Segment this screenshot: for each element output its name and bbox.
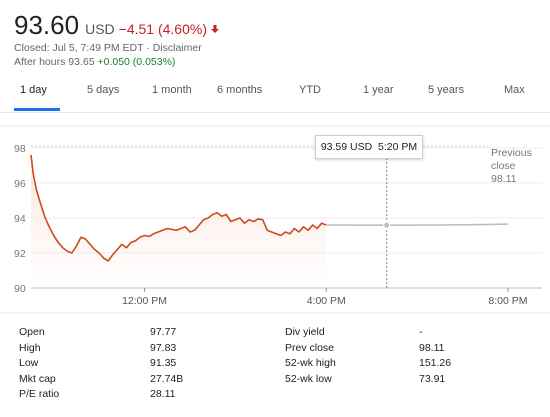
active-tab-indicator [14,108,60,111]
stat-label: Mkt cap [19,372,56,385]
stat-value: 98.11 [419,341,445,354]
y-tick-label: 96 [14,178,26,190]
tab-1-month[interactable]: 1 month [152,84,192,96]
stat-label: Div yield [285,326,325,338]
price-change: −4.51 (4.60%) [118,21,207,37]
stat-value: 73.91 [419,372,446,385]
quote-header: 93.60 USD −4.51 (4.60%) Closed: Jul 5, 7… [14,10,534,69]
stat-row: Low 91.35 [19,356,279,372]
stat-row: Prev close 98.11 [285,341,525,357]
tab-ytd[interactable]: YTD [299,84,321,96]
tooltip-value: 93.59 USD [320,141,373,153]
previous-close-line1: Previous [491,147,532,159]
x-tick-label: 8:00 PM [488,295,527,307]
stat-value: 28.11 [150,388,176,400]
after-hours-status: After hours 93.65 +0.050 (0.053%) [14,55,534,69]
stats-right: Div yield - Prev close 98.11 52-wk high … [285,325,525,387]
regular-session-line [30,154,327,262]
after-hours-change: +0.050 (0.053%) [97,56,176,68]
y-tick-label: 94 [14,213,26,225]
stat-label: Open [19,326,45,338]
stat-label: High [19,341,41,354]
stat-value: 97.83 [150,341,177,354]
price-row: 93.60 USD −4.51 (4.60%) [14,10,534,41]
stat-value: 151.26 [419,357,452,369]
price-area-fill [31,155,327,288]
current-price: 93.60 [14,10,80,40]
currency: USD [85,21,115,37]
y-tick-label: 98 [14,143,26,155]
stat-label: Prev close [285,341,335,354]
stat-row: 52-wk low 73.91 [285,372,525,388]
stat-row: 52-wk high 151.26 [285,356,525,372]
stat-label: Low [19,357,39,369]
y-tick-label: 92 [14,248,26,260]
previous-close-line2: close [491,160,516,172]
stat-label: 52-wk low [285,372,332,385]
y-tick-label: 90 [14,283,26,295]
closed-status: Closed: Jul 5, 7:49 PM EDT · Disclaimer [14,41,534,55]
down-arrow-icon [210,25,219,33]
stat-value: 91.35 [150,357,177,369]
tab-5-days[interactable]: 5 days [87,84,120,96]
tooltip-time: 5:20 PM [378,141,418,153]
stats-left: Open 97.77 High 97.83 Low 91.35 Mkt cap … [19,325,279,403]
stat-row: Div yield - [285,325,525,341]
chart-canvas[interactable]: 98 96 94 92 90 12:00 PM 4:00 PM 8:00 PM [0,118,550,314]
previous-close-label: Previous close 98.11 [491,147,532,186]
previous-close-value: 98.11 [491,173,517,185]
x-tick-label: 4:00 PM [307,295,346,307]
stat-value: - [419,326,423,338]
stat-value: 97.77 [150,326,177,338]
price-chart[interactable]: 98 96 94 92 90 12:00 PM 4:00 PM 8:00 PM [0,118,550,314]
stat-label: 52-wk high [285,357,336,369]
closed-text: Closed: Jul 5, 7:49 PM EDT · Disclaimer [14,42,202,54]
tab-1-day[interactable]: 1 day [20,84,47,96]
after-hours-price: After hours 93.65 [14,56,95,68]
stat-row: High 97.83 [19,341,279,357]
x-tick-label: 12:00 PM [122,295,167,307]
hover-tooltip: 93.59 USD 5:20 PM [315,135,423,159]
stat-row: Open 97.77 [19,325,279,341]
after-hours-line [326,223,508,227]
stat-label: P/E ratio [19,388,60,400]
range-tabs: 1 day 5 days 1 month 6 months YTD 1 year… [0,76,550,113]
tab-max[interactable]: Max [504,84,525,96]
stat-value: 27.74B [150,372,184,385]
stat-row: Mkt cap 27.74B [19,372,279,388]
tab-5-years[interactable]: 5 years [428,84,465,96]
hover-marker [383,221,391,229]
stat-row: P/E ratio 28.11 [19,387,279,403]
tab-6-months[interactable]: 6 months [217,84,263,96]
tab-1-year[interactable]: 1 year [363,84,394,96]
